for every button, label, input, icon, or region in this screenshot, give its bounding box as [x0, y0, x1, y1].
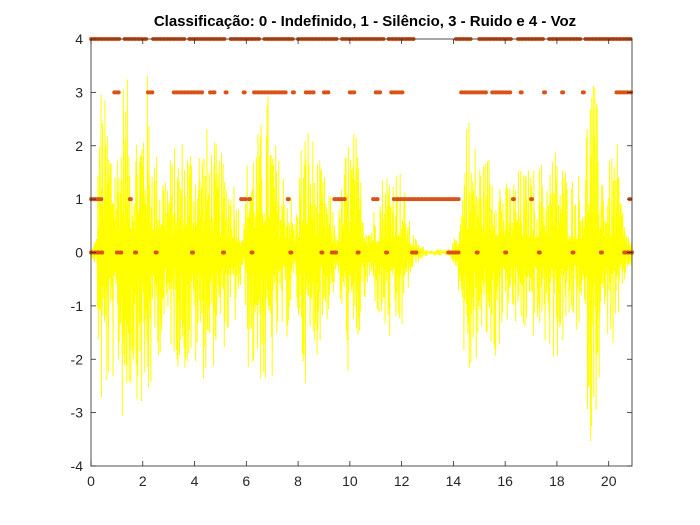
x-tick-label: 16 — [497, 473, 513, 489]
y-tick-label: 3 — [75, 84, 83, 100]
y-tick-label: -1 — [71, 298, 84, 314]
x-tick-label: 14 — [446, 473, 462, 489]
x-tick-label: 12 — [394, 473, 410, 489]
x-tick-label: 10 — [342, 473, 358, 489]
y-tick-label: 2 — [75, 138, 83, 154]
x-tick-label: 20 — [601, 473, 617, 489]
x-tick-label: 8 — [294, 473, 302, 489]
x-tick-label: 0 — [87, 473, 95, 489]
y-tick-label: -4 — [71, 458, 84, 474]
x-tick-label: 2 — [139, 473, 147, 489]
waveform-series — [90, 75, 633, 441]
x-tick-label: 18 — [549, 473, 565, 489]
y-tick-label: 4 — [75, 31, 83, 47]
y-tick-label: -3 — [71, 405, 84, 421]
y-tick-label: 1 — [75, 191, 83, 207]
chart-title: Classificação: 0 - Indefinido, 1 - Silên… — [154, 13, 576, 30]
y-tick-label: 0 — [75, 245, 83, 261]
x-tick-label: 4 — [191, 473, 199, 489]
waveform-line — [90, 75, 633, 441]
y-tick-label: -2 — [71, 351, 84, 367]
x-tick-label: 6 — [242, 473, 250, 489]
